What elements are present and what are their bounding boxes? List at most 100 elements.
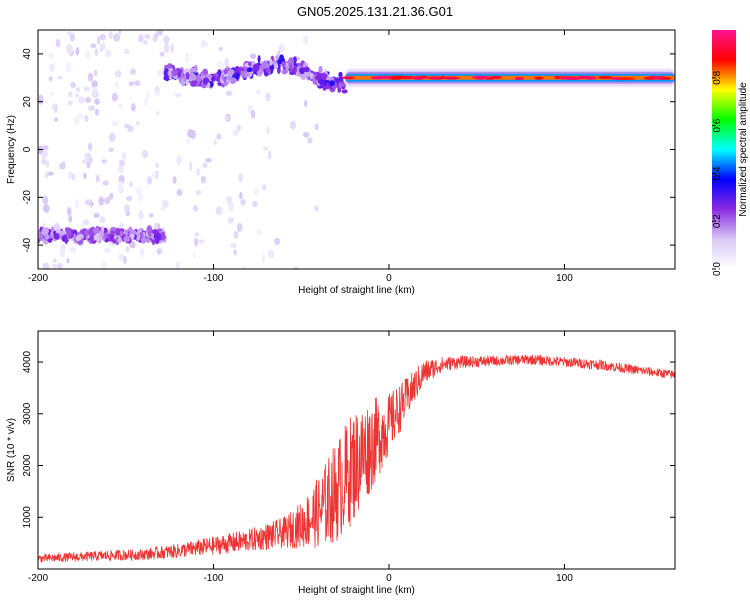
x-tick-label: 100: [556, 273, 573, 284]
spectrogram-noise: [216, 133, 222, 140]
spectrogram-noise: [52, 263, 58, 269]
spectrogram-lower-band: [115, 228, 121, 236]
spectrogram-noise: [102, 41, 106, 51]
spectrogram-noise: [187, 129, 194, 138]
spectrogram-noise: [225, 195, 233, 203]
spectrogram-x-ticks: -200 -100 0 100: [28, 30, 573, 284]
spectrogram-noise: [172, 176, 177, 184]
spectrogram-noise: [71, 173, 76, 181]
spectrogram-lower-band: [154, 232, 161, 241]
spectrogram-noise: [233, 230, 239, 239]
x-tick-label: -200: [28, 273, 48, 284]
spectrogram-noise: [128, 181, 133, 187]
spectrogram-noise: [65, 44, 73, 54]
spectrogram-upper-band: [195, 74, 201, 83]
spectrogram-upper-band: [185, 72, 190, 81]
spectrogram-noise: [59, 162, 66, 170]
spectrogram-noise: [114, 69, 122, 78]
spectrogram-upper-band: [292, 65, 297, 74]
snr-panel: -200 -100 0 100 1000 2000 3000 4000 Height of …: [6, 330, 676, 596]
spectrogram-noise: [103, 197, 111, 205]
spectrogram-lower-band: [60, 230, 66, 236]
spectrogram-upper-band: [328, 80, 335, 87]
spectrogram-lower-band: [75, 235, 80, 242]
y-tick-label: 3000: [22, 402, 33, 425]
spectrogram-upper-band: [221, 74, 225, 81]
spectrogram-noise: [143, 97, 148, 106]
spectrogram-noise: [42, 262, 50, 269]
spectrogram-noise: [303, 99, 308, 108]
spectrogram-noise: [156, 30, 164, 36]
spectrogram-noise: [278, 44, 285, 53]
spectrogram-upper-band: [265, 68, 272, 74]
spectrogram-noise: [73, 116, 80, 126]
spectrogram-lower-band: [92, 227, 100, 234]
snr-x-axis-label: Height of straight line (km): [298, 585, 415, 596]
spectrogram-noise: [239, 191, 243, 200]
spectrogram-noise: [52, 258, 57, 263]
spectrogram-noise: [85, 51, 91, 59]
spectrogram-noise: [108, 31, 113, 40]
spectrogram-noise: [230, 242, 238, 249]
spectrogram-noise: [144, 33, 151, 40]
spectrogram-upper-band: [285, 65, 289, 71]
spectrogram-noise: [136, 121, 140, 126]
spectrogram-noise: [88, 105, 96, 112]
spectrogram-noise: [89, 201, 95, 206]
spectrogram-noise: [267, 249, 275, 259]
spectrogram-noise: [152, 171, 158, 178]
spectrogram-noise: [128, 81, 135, 87]
steady-tone-segment: [375, 75, 393, 79]
spectrogram-noise: [252, 200, 258, 208]
y-tick-label: -40: [22, 237, 33, 252]
spectrogram-noise: [314, 123, 319, 131]
spectrogram-noise: [262, 146, 269, 151]
spectrogram-lower-band: [73, 233, 77, 241]
steady-tone-segment: [597, 76, 613, 79]
y-tick-label: 2000: [22, 454, 33, 477]
spectrogram-noise: [117, 181, 124, 190]
spectrogram-noise: [233, 249, 237, 256]
spectrogram-noise: [141, 149, 149, 159]
spectrogram-noise: [75, 87, 81, 92]
spectrogram-noise: [43, 204, 50, 213]
spectrogram-noise: [232, 129, 239, 137]
spectrogram-lower-band: [64, 235, 68, 245]
spectrogram-noise: [119, 222, 125, 230]
spectrogram-noise: [139, 247, 145, 258]
spectrogram-noise: [200, 175, 207, 184]
steady-tone-segment: [514, 76, 525, 80]
spectrogram-noise: [82, 219, 90, 226]
spectrogram-noise: [261, 254, 265, 263]
spectrogram-upper-band: [269, 58, 273, 66]
spectrogram-noise: [154, 91, 161, 97]
spectrogram-noise: [227, 216, 234, 224]
spectrogram-noise: [228, 201, 235, 212]
spectrogram-noise: [155, 162, 159, 169]
spectrogram-noise: [53, 103, 59, 113]
spectrogram-noise: [49, 63, 55, 72]
spectrogram-noise: [265, 92, 271, 102]
spectrogram-noise: [69, 32, 75, 42]
spectrogram-noise: [186, 138, 190, 144]
spectrogram-noise: [198, 239, 205, 244]
spectrogram-upper-band: [339, 76, 344, 82]
spectrogram-noise: [126, 196, 133, 201]
spectrogram-noise: [170, 43, 175, 54]
spectrogram-upper-band: [281, 61, 286, 68]
spectrogram-lower-band: [129, 233, 135, 239]
spectrogram-lower-band: [123, 235, 131, 243]
spectrogram-noise: [255, 89, 262, 95]
spectrogram-noise: [176, 188, 183, 196]
spectrogram-noise: [87, 72, 94, 82]
spectrogram-noise: [240, 198, 246, 206]
snr-marks: [38, 354, 675, 563]
spectrogram-noise: [59, 247, 65, 258]
spectrogram-noise: [94, 108, 100, 116]
spectrogram-noise: [44, 171, 49, 178]
spectrogram-noise: [46, 160, 50, 169]
steady-tone-segment: [471, 75, 490, 79]
colorbar-tick-label: 0.8: [712, 70, 723, 84]
spectrogram-noise: [265, 126, 270, 135]
